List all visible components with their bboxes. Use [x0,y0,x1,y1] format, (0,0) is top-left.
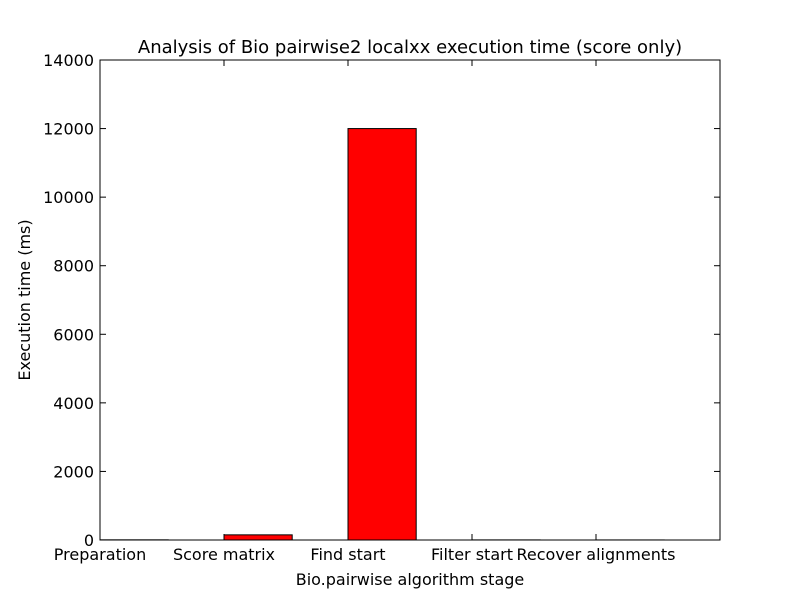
y-tick-label: 2000 [53,462,94,481]
y-tick-label: 4000 [53,394,94,413]
y-tick-label: 12000 [43,120,94,139]
x-tick-label: Find start [310,545,385,564]
chart-title: Analysis of Bio pairwise2 localxx execut… [138,37,682,58]
bar-find-start [348,129,416,540]
y-tick-label: 6000 [53,325,94,344]
y-tick-label: 10000 [43,188,94,207]
x-tick-label: Score matrix [173,545,275,564]
y-tick-label: 8000 [53,257,94,276]
x-tick-label: Recover alignments [517,545,676,564]
y-tick-label: 14000 [43,51,94,70]
x-axis-label: Bio.pairwise algorithm stage [296,570,525,589]
bar-score-matrix [224,535,292,540]
x-tick-label: Filter start [431,545,513,564]
x-tick-label: Preparation [54,545,146,564]
y-axis-label: Execution time (ms) [15,219,34,380]
